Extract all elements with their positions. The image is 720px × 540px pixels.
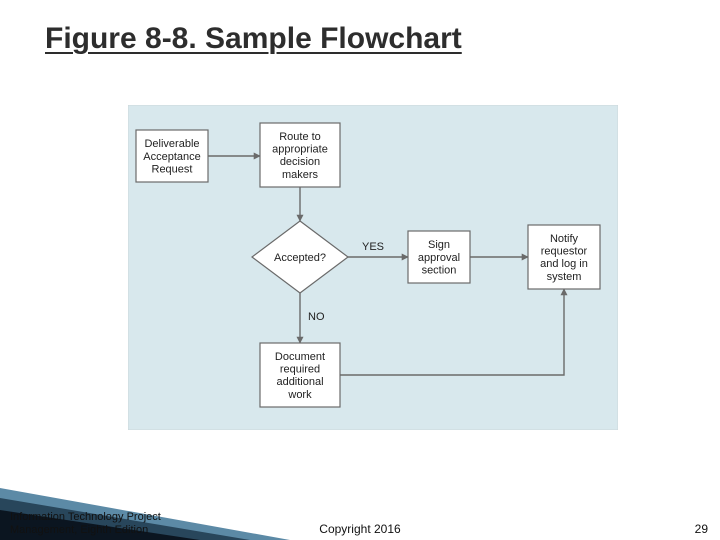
svg-text:DeliverableAcceptanceRequest: DeliverableAcceptanceRequest xyxy=(143,138,200,175)
page-title: Figure 8-8. Sample Flowchart xyxy=(45,22,462,56)
footer: Information Technology Project Managemen… xyxy=(0,470,720,540)
svg-text:Accepted?: Accepted? xyxy=(274,252,326,264)
svg-text:YES: YES xyxy=(362,241,384,253)
svg-text:NO: NO xyxy=(308,311,325,323)
footer-copyright: Copyright 2016 xyxy=(0,522,720,536)
flowchart: YESNODeliverableAcceptanceRequestRoute t… xyxy=(128,105,618,430)
page-number: 29 xyxy=(695,522,708,536)
